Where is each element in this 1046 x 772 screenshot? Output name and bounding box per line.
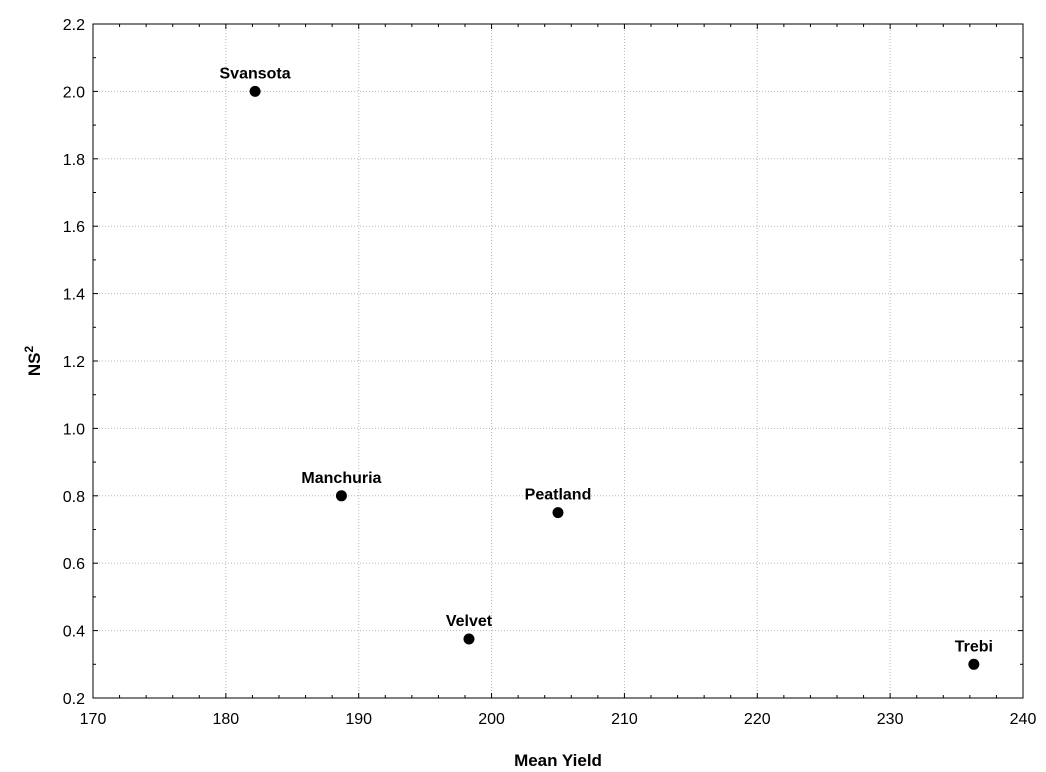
data-point — [249, 85, 261, 97]
y-tick-label: 0.2 — [63, 691, 85, 708]
tick-labels: 170 180 190 200 210 220 230 240 0.2 0.4 0.6 0.8 1.0 1… — [63, 17, 1037, 728]
x-tick-label: 230 — [877, 711, 904, 728]
x-tick-label: 240 — [1010, 711, 1037, 728]
x-tick-label: 200 — [478, 711, 505, 728]
axis-ticks — [92, 23, 1024, 699]
x-tick-label: 170 — [80, 711, 107, 728]
point-label: Trebi — [955, 638, 993, 655]
grid — [93, 24, 1023, 698]
x-tick-label: 210 — [611, 711, 638, 728]
point-label: Manchuria — [301, 470, 381, 487]
y-tick-label: 0.4 — [63, 624, 85, 641]
y-tick-label: 2.2 — [63, 17, 85, 34]
data-point — [463, 633, 475, 645]
y-axis-title: NS2 — [22, 346, 44, 377]
y-tick-label: 1.0 — [63, 421, 85, 438]
y-tick-label: 2.0 — [63, 84, 85, 101]
x-axis-title: Mean Yield — [514, 751, 602, 770]
data-point — [552, 507, 564, 519]
y-axis-title-superscript: 2 — [22, 346, 36, 353]
y-tick-label: 0.8 — [63, 489, 85, 506]
y-tick-label: 1.2 — [63, 354, 85, 371]
data-point — [335, 490, 347, 502]
x-tick-label: 180 — [213, 711, 240, 728]
x-tick-label: 220 — [744, 711, 771, 728]
y-tick-label: 1.6 — [63, 219, 85, 236]
y-tick-label: 1.8 — [63, 152, 85, 169]
x-tick-label: 190 — [345, 711, 372, 728]
data-points: Svansota Manchuria Peatland Velvet Trebi — [220, 65, 993, 670]
point-label: Svansota — [220, 65, 291, 82]
y-tick-label: 0.6 — [63, 556, 85, 573]
y-tick-label: 1.4 — [63, 287, 85, 304]
data-point — [968, 658, 980, 670]
point-label: Velvet — [446, 613, 493, 630]
point-label: Peatland — [525, 487, 592, 504]
